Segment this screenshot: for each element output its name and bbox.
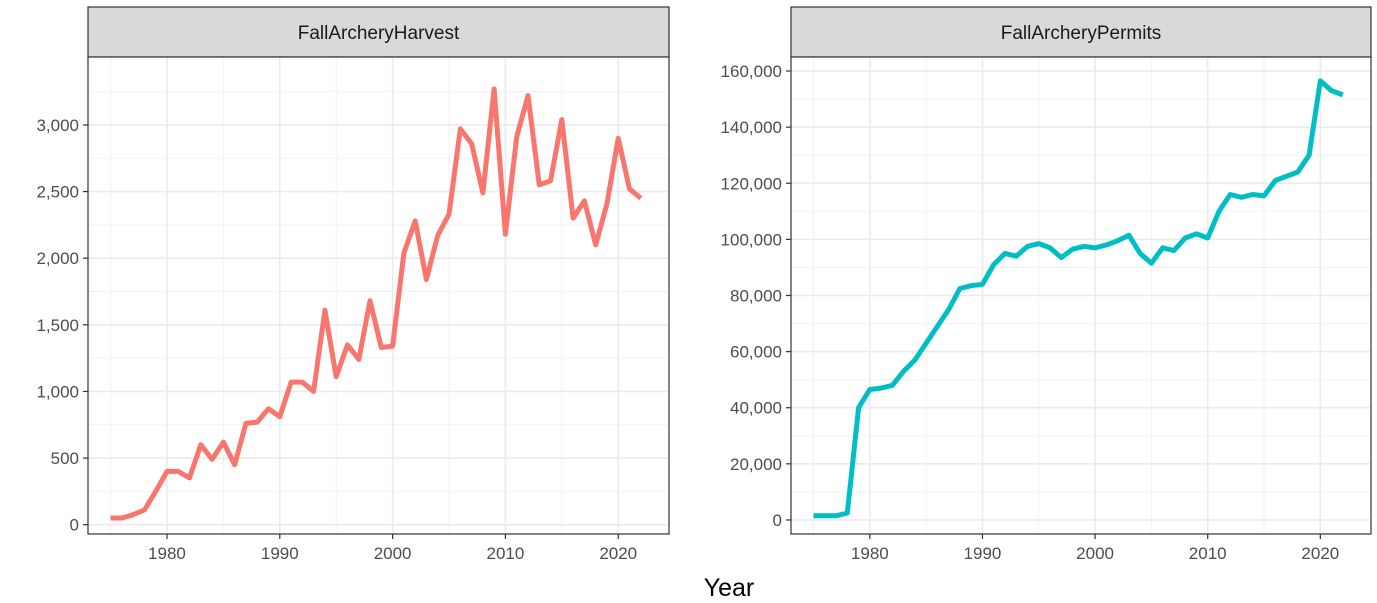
facet-strip xyxy=(87,6,670,58)
panel-fall-archery-permits: FallArcheryPermits 0 20,000 40,000 60,000 80,… xyxy=(721,6,1372,563)
y-tick-label: 60,000 xyxy=(730,343,782,362)
y-tick-label: 140,000 xyxy=(721,118,782,137)
series-line xyxy=(110,86,643,521)
y-tick-label: 0 xyxy=(70,516,79,535)
facet-strip-title: FallArcheryHarvest xyxy=(298,23,460,44)
y-tick-label: 2,500 xyxy=(36,183,79,202)
x-tick-label: 2020 xyxy=(599,544,637,563)
panel-background xyxy=(88,57,669,534)
x-tick-label: 2010 xyxy=(1189,544,1227,563)
x-tick-label: 2000 xyxy=(374,544,412,563)
x-tick-label: 2020 xyxy=(1301,544,1339,563)
y-tick-label: 160,000 xyxy=(721,62,782,81)
panel-border xyxy=(87,56,670,535)
x-tick-label: 2010 xyxy=(487,544,525,563)
y-tick-label: 3,000 xyxy=(36,116,79,135)
y-tick-label: 1,500 xyxy=(36,316,79,335)
x-tick-label: 1990 xyxy=(261,544,299,563)
x-tick-label: 2000 xyxy=(1076,544,1114,563)
y-tick-label: 500 xyxy=(51,449,79,468)
y-tick-label: 1,000 xyxy=(36,382,79,401)
panel-fall-archery-harvest: FallArcheryHarvest 0 500 1,000 1,500 2,000 2,5… xyxy=(36,6,670,563)
y-tick-label: 120,000 xyxy=(721,174,782,193)
x-axis-label: Year xyxy=(704,574,755,602)
y-tick-label: 0 xyxy=(773,511,782,530)
y-tick-label: 20,000 xyxy=(730,455,782,474)
y-tick-label: 100,000 xyxy=(721,230,782,249)
y-tick-label: 2,000 xyxy=(36,249,79,268)
series-line xyxy=(813,78,1344,519)
x-tick-label: 1980 xyxy=(851,544,889,563)
x-tick-label: 1990 xyxy=(964,544,1002,563)
y-tick-label: 40,000 xyxy=(730,399,782,418)
facet-strip-title: FallArcheryPermits xyxy=(1001,23,1161,44)
y-tick-label: 80,000 xyxy=(730,287,782,306)
x-tick-label: 1980 xyxy=(148,544,186,563)
